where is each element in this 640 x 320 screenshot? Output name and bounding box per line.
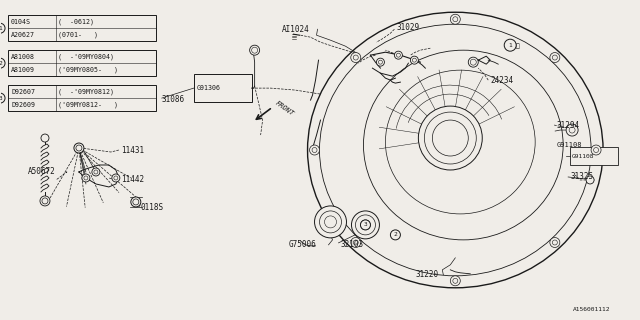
- Text: 32103: 32103: [340, 240, 364, 249]
- Circle shape: [504, 39, 516, 51]
- Text: ①: ①: [516, 44, 520, 49]
- Text: ('09MY0805-   ): ('09MY0805- ): [58, 66, 118, 73]
- Text: (  -0612): ( -0612): [58, 19, 94, 25]
- Circle shape: [351, 211, 380, 239]
- Circle shape: [82, 174, 90, 182]
- Circle shape: [451, 276, 460, 286]
- Bar: [8, 50, 156, 76]
- Circle shape: [351, 237, 361, 247]
- Text: 0104S: 0104S: [11, 19, 31, 25]
- Circle shape: [250, 45, 260, 55]
- Text: A81009: A81009: [11, 67, 35, 73]
- Text: 11442: 11442: [121, 175, 144, 184]
- Text: G75006: G75006: [289, 240, 316, 249]
- Text: 31029: 31029: [396, 23, 420, 32]
- Text: 24234: 24234: [490, 76, 513, 84]
- Bar: [194, 74, 252, 102]
- Circle shape: [351, 52, 361, 62]
- Text: A50672: A50672: [28, 167, 56, 177]
- Text: (  -'09MY0804): ( -'09MY0804): [58, 53, 114, 60]
- Text: ('09MY0812-   ): ('09MY0812- ): [58, 101, 118, 108]
- Circle shape: [131, 197, 141, 207]
- Circle shape: [0, 58, 5, 68]
- Text: (  -'09MY0812): ( -'09MY0812): [58, 88, 114, 95]
- Bar: [8, 85, 156, 111]
- Text: 31325: 31325: [570, 172, 593, 181]
- Text: AI1024: AI1024: [282, 25, 309, 34]
- Text: D92609: D92609: [11, 101, 35, 108]
- Text: 1: 1: [0, 26, 2, 31]
- Text: 2: 2: [394, 232, 397, 237]
- Text: 3: 3: [0, 96, 2, 100]
- Text: 31086: 31086: [162, 95, 185, 104]
- Text: A20627: A20627: [11, 32, 35, 38]
- Circle shape: [0, 23, 5, 33]
- Text: G91306: G91306: [196, 85, 221, 91]
- Circle shape: [41, 134, 49, 142]
- Ellipse shape: [308, 12, 603, 288]
- Text: A81008: A81008: [11, 54, 35, 60]
- Text: 2: 2: [0, 61, 2, 66]
- Circle shape: [566, 124, 578, 136]
- Circle shape: [360, 220, 371, 230]
- Text: 1: 1: [508, 43, 512, 48]
- Bar: [8, 15, 156, 41]
- Text: 3: 3: [364, 222, 367, 228]
- Circle shape: [390, 230, 401, 240]
- Text: A156001112: A156001112: [573, 307, 610, 312]
- Circle shape: [550, 52, 560, 62]
- Circle shape: [74, 143, 84, 153]
- Circle shape: [550, 237, 560, 247]
- Text: FRONT: FRONT: [275, 100, 296, 116]
- Text: 31220: 31220: [415, 270, 438, 279]
- Circle shape: [40, 196, 50, 206]
- Circle shape: [410, 56, 419, 64]
- Circle shape: [314, 206, 346, 238]
- Circle shape: [0, 93, 5, 103]
- Circle shape: [394, 51, 403, 59]
- Text: G91108: G91108: [556, 142, 582, 148]
- Circle shape: [468, 57, 478, 67]
- Circle shape: [310, 145, 319, 155]
- Circle shape: [112, 174, 120, 182]
- Circle shape: [92, 168, 100, 176]
- Circle shape: [419, 106, 483, 170]
- Text: 11431: 11431: [121, 146, 144, 155]
- Bar: [570, 147, 618, 165]
- Circle shape: [451, 14, 460, 24]
- Text: G91108: G91108: [572, 154, 595, 158]
- Circle shape: [586, 176, 594, 184]
- Circle shape: [376, 58, 385, 66]
- Circle shape: [591, 145, 601, 155]
- Text: 0118S: 0118S: [141, 204, 164, 212]
- Text: (0701-   ): (0701- ): [58, 31, 98, 38]
- Text: 31294: 31294: [556, 121, 579, 130]
- Text: D92607: D92607: [11, 89, 35, 95]
